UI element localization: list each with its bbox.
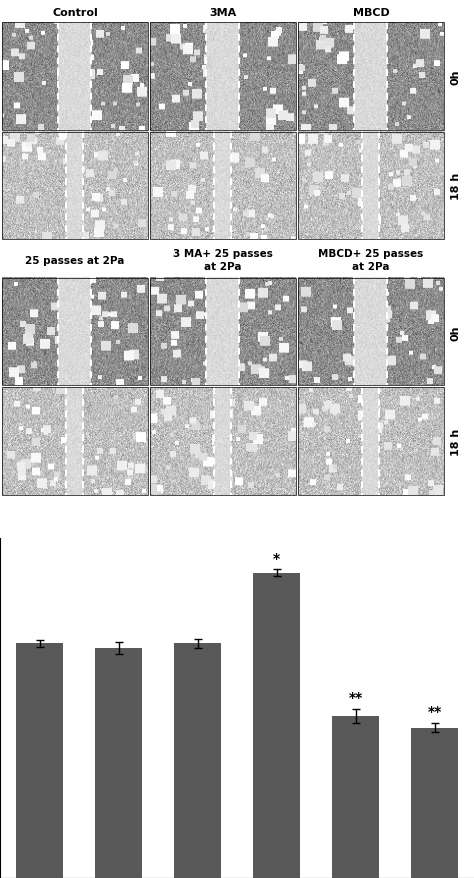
- Text: 3 MA+ 25 passes
at 2Pa: 3 MA+ 25 passes at 2Pa: [173, 249, 273, 271]
- Bar: [150, 24, 296, 131]
- Text: 18 h: 18 h: [451, 428, 461, 455]
- Text: 18 h: 18 h: [451, 173, 461, 200]
- Text: MBCD: MBCD: [353, 8, 389, 18]
- Bar: [2, 24, 148, 131]
- Text: Control: Control: [52, 8, 98, 18]
- Bar: [150, 279, 296, 386]
- Bar: [150, 388, 296, 495]
- Bar: [411, 728, 458, 878]
- Bar: [298, 388, 444, 495]
- Text: **: **: [348, 690, 363, 704]
- Text: **: **: [428, 705, 442, 718]
- Bar: [16, 644, 63, 878]
- Text: 0h: 0h: [451, 69, 461, 85]
- Bar: [298, 133, 444, 240]
- Bar: [95, 648, 142, 878]
- Text: 25 passes at 2Pa: 25 passes at 2Pa: [25, 255, 125, 265]
- Text: *: *: [273, 551, 280, 565]
- Bar: [2, 133, 148, 240]
- Bar: [298, 24, 444, 131]
- Bar: [2, 279, 148, 386]
- Bar: [332, 716, 379, 878]
- Bar: [2, 388, 148, 495]
- Bar: [174, 644, 221, 878]
- Bar: [150, 133, 296, 240]
- Bar: [298, 279, 444, 386]
- Text: 0h: 0h: [451, 325, 461, 340]
- Bar: [253, 573, 300, 878]
- Text: 3MA: 3MA: [210, 8, 237, 18]
- Text: MBCD+ 25 passes
at 2Pa: MBCD+ 25 passes at 2Pa: [319, 249, 424, 271]
